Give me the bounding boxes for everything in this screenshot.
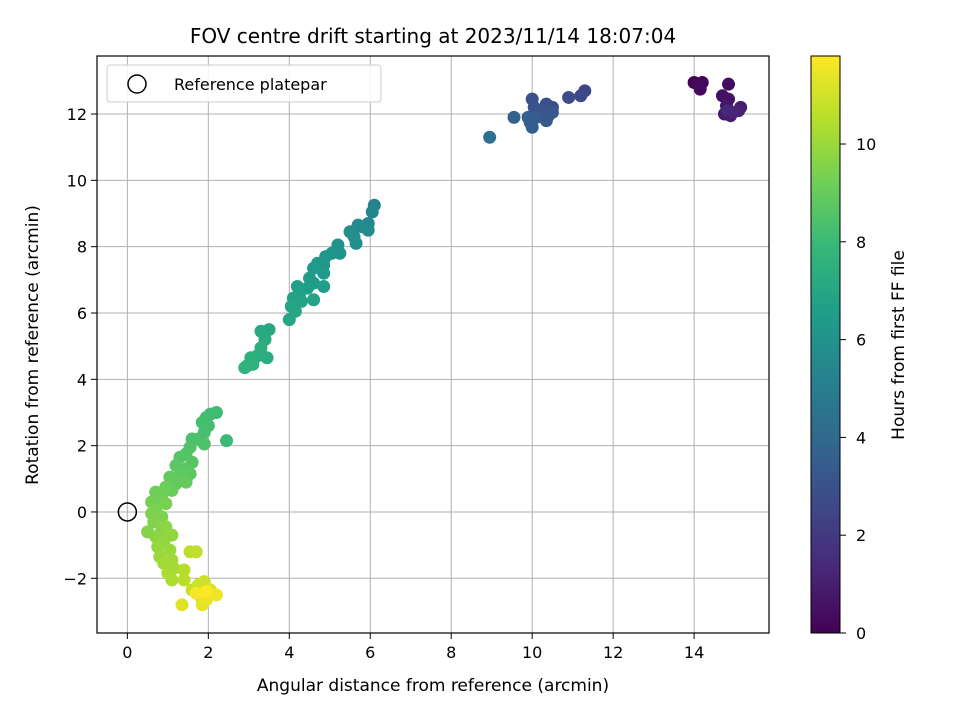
reference-platepar-marker	[117, 502, 138, 522]
x-tick-label: 8	[446, 643, 456, 662]
data-point	[209, 588, 223, 602]
colorbar-label: Hours from first FF file	[889, 250, 909, 440]
y-tick-label: 10	[67, 171, 87, 190]
colorbar-frame	[810, 55, 841, 634]
data-point	[177, 573, 191, 587]
data-point	[189, 545, 203, 559]
x-tick-label: 0	[122, 643, 132, 662]
data-point	[722, 77, 736, 91]
data-point	[254, 341, 268, 355]
colorbar-tick-label: 0	[856, 624, 866, 643]
data-point	[157, 556, 171, 570]
data-point	[307, 293, 321, 307]
x-axis-label: Angular distance from reference (arcmin)	[257, 676, 609, 696]
y-tick-label: 8	[77, 238, 87, 257]
data-point	[220, 434, 234, 448]
data-point	[562, 90, 576, 104]
y-tick-label: −2	[63, 569, 87, 588]
data-point	[525, 120, 539, 134]
data-point	[179, 475, 193, 489]
data-point	[349, 236, 363, 250]
scatter-points	[141, 76, 748, 612]
data-point	[240, 359, 254, 373]
x-axis-ticks: 0 2 4 6 8 10 12 14	[122, 633, 704, 662]
colorbar-tick-label: 6	[856, 331, 866, 350]
x-tick-label: 12	[603, 643, 623, 662]
y-tick-label: 2	[77, 437, 87, 456]
colorbar-tick-label: 10	[856, 135, 876, 154]
colorbar-tick-label: 4	[856, 428, 866, 447]
y-tick-label: 12	[67, 105, 87, 124]
x-tick-label: 6	[365, 643, 375, 662]
y-tick-label: 6	[77, 304, 87, 323]
data-point	[307, 261, 321, 275]
y-tick-label: 4	[77, 370, 87, 389]
data-point	[574, 89, 588, 103]
data-point	[720, 104, 734, 118]
colorbar-ticks: 0 2 4 6 8 10	[840, 135, 876, 643]
data-point	[195, 415, 209, 429]
legend-marker-icon	[127, 74, 147, 94]
legend: Reference platepar	[106, 64, 382, 103]
data-point	[175, 598, 189, 612]
data-point	[159, 497, 173, 511]
colorbar-tick-label: 2	[856, 526, 866, 545]
data-point	[189, 586, 203, 600]
colorbar-gradient	[811, 56, 840, 633]
data-point	[282, 313, 296, 327]
data-point	[317, 279, 331, 293]
data-point	[163, 543, 177, 557]
chart-title: FOV centre drift starting at 2023/11/14 …	[190, 24, 676, 48]
data-point	[317, 266, 331, 280]
data-point	[197, 437, 211, 451]
data-point	[165, 573, 179, 587]
data-point	[343, 225, 357, 239]
data-point	[294, 294, 308, 308]
data-point	[361, 223, 375, 237]
y-tick-label: 0	[77, 503, 87, 522]
plot-area-background	[97, 56, 769, 633]
x-tick-label: 10	[522, 643, 542, 662]
legend-entry: Reference platepar	[174, 75, 327, 94]
data-point	[483, 130, 497, 144]
data-point	[169, 459, 183, 473]
colorbar-tick-label: 8	[856, 233, 866, 252]
data-point	[691, 77, 705, 91]
data-point	[151, 540, 165, 554]
plot-area-frame	[96, 55, 770, 634]
colorbar: 0 2 4 6 8 10 Hours from first FF file	[810, 55, 909, 643]
data-point	[177, 563, 191, 577]
data-point	[147, 515, 161, 529]
x-tick-label: 4	[284, 643, 294, 662]
x-tick-label: 2	[203, 643, 213, 662]
data-point	[521, 110, 535, 124]
data-point	[365, 205, 379, 219]
x-tick-label: 14	[684, 643, 704, 662]
data-point	[260, 351, 274, 365]
y-axis-label: Rotation from reference (arcmin)	[23, 205, 43, 485]
legend-box	[106, 64, 382, 103]
y-axis-ticks: −2 0 2 4 6 8 10 12	[63, 105, 97, 588]
data-point	[507, 110, 521, 124]
data-point	[539, 114, 553, 128]
data-point	[199, 585, 213, 599]
